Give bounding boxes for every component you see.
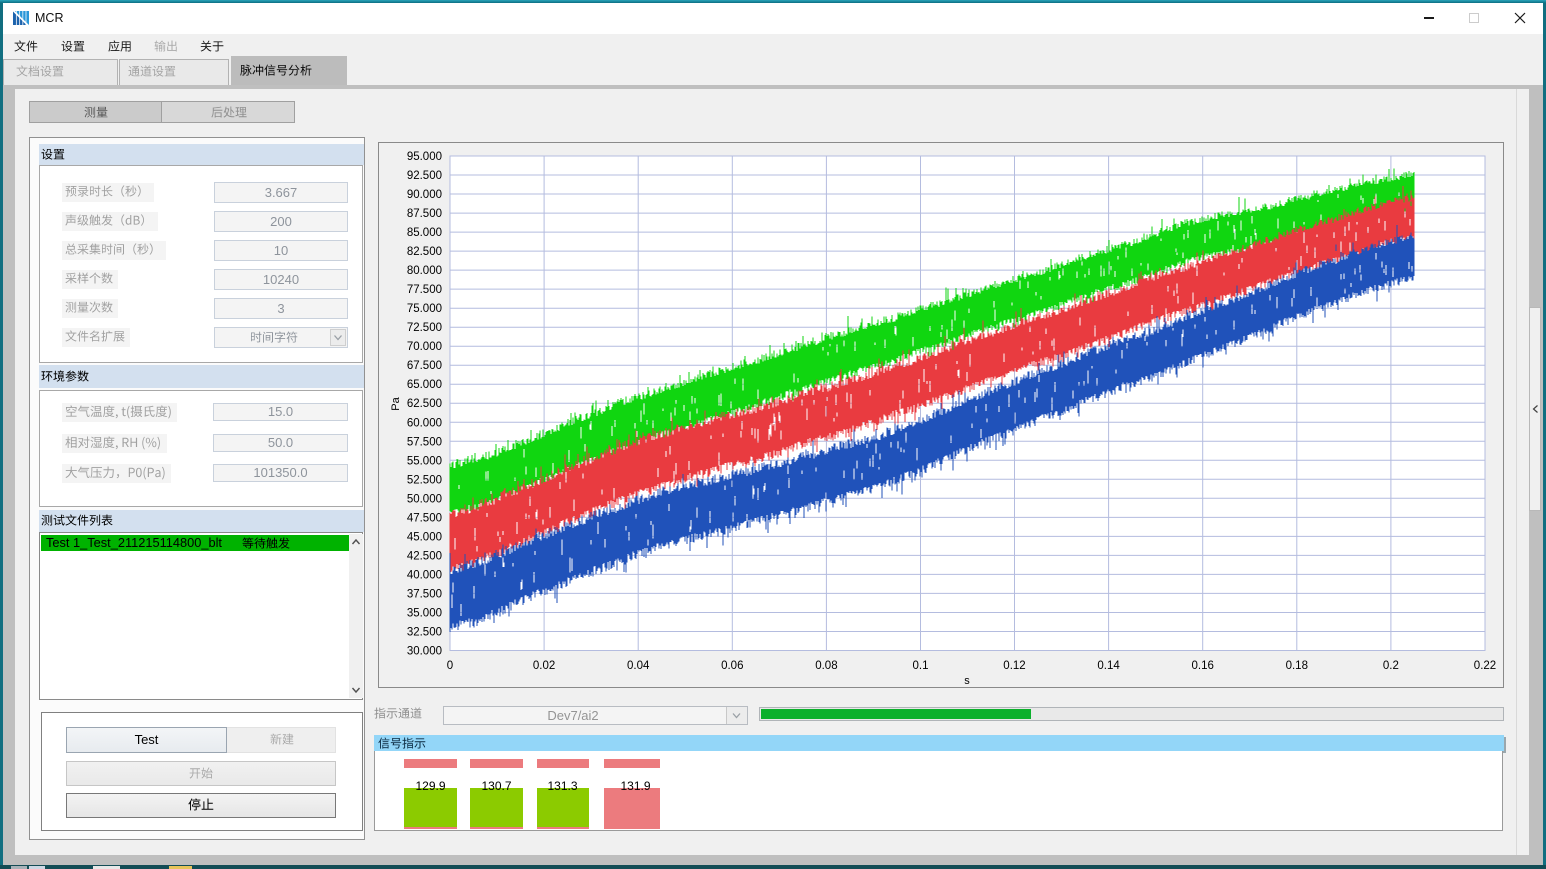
svg-text:87.500: 87.500 bbox=[407, 208, 442, 220]
svg-text:35.000: 35.000 bbox=[407, 608, 442, 620]
svg-text:37.500: 37.500 bbox=[407, 588, 442, 600]
svg-text:67.500: 67.500 bbox=[407, 360, 442, 372]
svg-text:0.16: 0.16 bbox=[1192, 660, 1214, 672]
svg-text:0.22: 0.22 bbox=[1474, 660, 1496, 672]
svg-text:90.000: 90.000 bbox=[407, 189, 442, 201]
svg-text:95.000: 95.000 bbox=[407, 151, 442, 163]
svg-text:85.000: 85.000 bbox=[407, 227, 442, 239]
svg-text:0: 0 bbox=[447, 660, 453, 672]
svg-text:80.000: 80.000 bbox=[407, 265, 442, 277]
svg-text:52.500: 52.500 bbox=[407, 474, 442, 486]
svg-text:70.000: 70.000 bbox=[407, 341, 442, 353]
svg-text:65.000: 65.000 bbox=[407, 379, 442, 391]
svg-text:Pa: Pa bbox=[390, 396, 402, 410]
svg-text:30.000: 30.000 bbox=[407, 646, 442, 658]
svg-text:0.2: 0.2 bbox=[1383, 660, 1399, 672]
svg-text:57.500: 57.500 bbox=[407, 436, 442, 448]
svg-text:60.000: 60.000 bbox=[407, 417, 442, 429]
svg-text:50.000: 50.000 bbox=[407, 493, 442, 505]
svg-text:45.000: 45.000 bbox=[407, 531, 442, 543]
svg-text:0.08: 0.08 bbox=[815, 660, 837, 672]
svg-text:42.500: 42.500 bbox=[407, 550, 442, 562]
svg-text:0.18: 0.18 bbox=[1286, 660, 1308, 672]
svg-text:s: s bbox=[964, 675, 970, 687]
svg-text:0.04: 0.04 bbox=[627, 660, 650, 672]
svg-text:82.500: 82.500 bbox=[407, 246, 442, 258]
svg-text:47.500: 47.500 bbox=[407, 512, 442, 524]
svg-text:0.1: 0.1 bbox=[913, 660, 929, 672]
svg-text:72.500: 72.500 bbox=[407, 322, 442, 334]
svg-text:55.000: 55.000 bbox=[407, 455, 442, 467]
svg-text:62.500: 62.500 bbox=[407, 398, 442, 410]
svg-text:0.14: 0.14 bbox=[1097, 660, 1120, 672]
svg-text:40.000: 40.000 bbox=[407, 569, 442, 581]
svg-text:0.02: 0.02 bbox=[533, 660, 555, 672]
svg-text:32.500: 32.500 bbox=[407, 627, 442, 639]
svg-text:92.500: 92.500 bbox=[407, 170, 442, 182]
svg-text:75.000: 75.000 bbox=[407, 303, 442, 315]
svg-text:77.500: 77.500 bbox=[407, 284, 442, 296]
svg-text:0.06: 0.06 bbox=[721, 660, 743, 672]
svg-text:0.12: 0.12 bbox=[1003, 660, 1025, 672]
